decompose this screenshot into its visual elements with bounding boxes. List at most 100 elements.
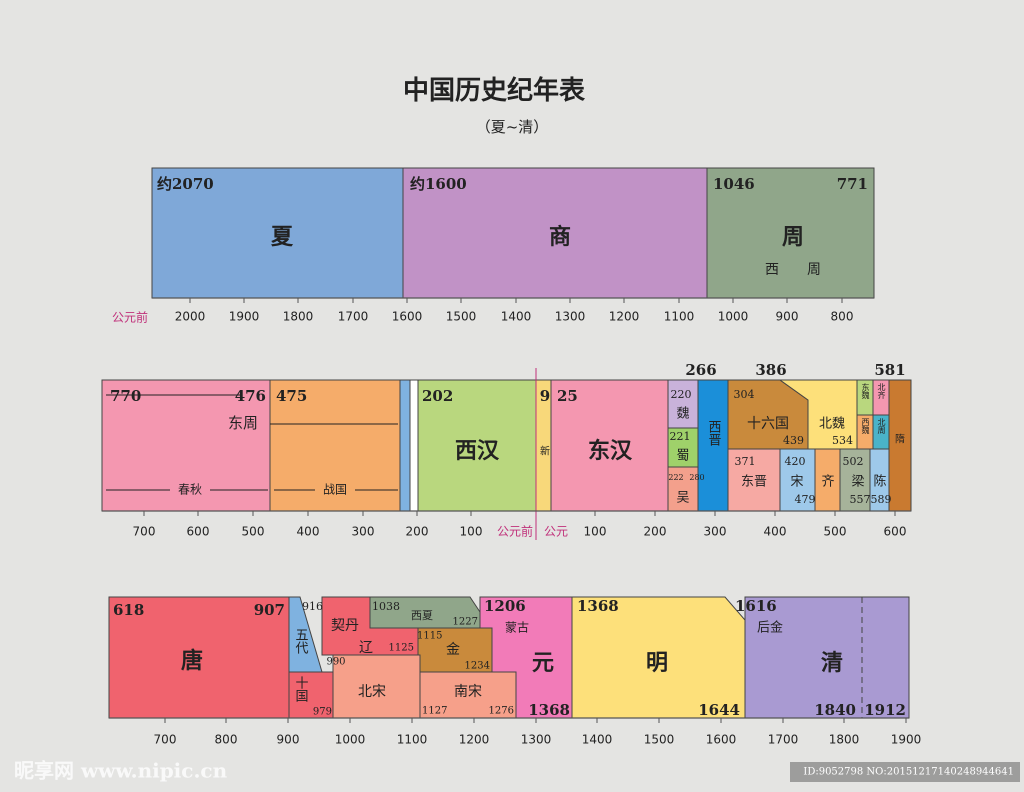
label: 771	[837, 175, 868, 193]
tick-label: 公元前	[497, 524, 533, 539]
tick-label: 700	[133, 525, 156, 539]
label: 辽	[359, 640, 373, 656]
block	[839, 448, 871, 512]
label: 386	[755, 361, 786, 379]
tick-label: 800	[215, 733, 238, 747]
label: 1368	[577, 597, 619, 615]
label: 1046	[713, 175, 755, 193]
tick-label: 500	[242, 525, 265, 539]
tick-label: 1700	[768, 733, 799, 747]
label: 581	[874, 361, 905, 379]
label: 1127	[422, 706, 447, 717]
label: 唐	[181, 648, 203, 674]
label: 后金	[757, 620, 783, 636]
label: 266	[685, 361, 716, 379]
block	[409, 379, 419, 512]
label: 清	[821, 650, 843, 676]
tick-label: 700	[154, 733, 177, 747]
label: 479	[795, 493, 816, 506]
label: 979	[313, 707, 332, 718]
label: 蒙古	[505, 620, 529, 635]
block	[727, 448, 781, 512]
label: 202	[422, 387, 453, 405]
title: 中国历史纪年表	[403, 75, 586, 106]
label: 475	[276, 387, 307, 405]
label: 北周	[877, 418, 886, 435]
tick-label: 1300	[555, 310, 586, 324]
tick-label: 600	[187, 525, 210, 539]
label: 476	[235, 387, 266, 405]
label: 十六国	[747, 416, 789, 432]
tick-label: 1500	[644, 733, 675, 747]
block	[402, 167, 708, 299]
tick-label: 2000	[175, 310, 206, 324]
label: 东魏	[861, 382, 870, 400]
label: 西汉	[455, 438, 500, 464]
label: 吴	[676, 491, 689, 506]
id-bg	[790, 762, 1020, 782]
label: 北齐	[877, 383, 886, 400]
label: 280	[689, 473, 704, 482]
label: 1125	[389, 643, 414, 654]
label: 西魏	[861, 418, 870, 435]
tick-label: 1800	[829, 733, 860, 747]
label: 9	[540, 387, 550, 405]
label: 陈	[873, 474, 886, 490]
block	[744, 596, 910, 719]
label: 502	[843, 455, 864, 468]
tick-label: 1800	[283, 310, 314, 324]
tick-label: 600	[884, 525, 907, 539]
label: 东晋	[741, 475, 767, 490]
label: 明	[646, 650, 668, 676]
tick-label: 900	[277, 733, 300, 747]
tick-label: 1200	[609, 310, 640, 324]
label: 990	[326, 657, 345, 668]
tick-label: 300	[352, 525, 375, 539]
block	[288, 671, 334, 719]
tick-label: 1600	[392, 310, 423, 324]
label: 元	[532, 650, 554, 676]
label: 1840	[814, 701, 856, 719]
block	[399, 379, 411, 512]
label: 371	[735, 455, 756, 468]
tick-label: 1300	[521, 733, 552, 747]
label: 222	[668, 473, 683, 482]
label: 221	[670, 430, 691, 443]
label: 西夏	[411, 609, 433, 622]
tick-label: 1400	[501, 310, 532, 324]
tick-label: 100	[460, 525, 483, 539]
tick-label: 1100	[397, 733, 428, 747]
label: 十国	[293, 676, 309, 702]
label: 1038	[372, 600, 400, 613]
blocks	[101, 167, 912, 723]
tick-label: 400	[297, 525, 320, 539]
label: 1227	[453, 617, 478, 628]
block	[667, 379, 699, 429]
block	[419, 671, 517, 719]
tick-label: 300	[704, 525, 727, 539]
label: 蜀	[676, 449, 689, 464]
id-text: ID:9052798 NO:20151217140248944641	[803, 767, 1014, 778]
label: 25	[557, 387, 578, 405]
label: 1912	[864, 701, 906, 719]
label: 439	[783, 434, 804, 447]
label: 1276	[489, 706, 514, 717]
block	[101, 379, 271, 512]
label: 618	[113, 601, 144, 619]
label: 五代	[293, 628, 309, 655]
label: 东汉	[588, 438, 633, 464]
label: 北宋	[358, 684, 386, 700]
tick-label: 100	[584, 525, 607, 539]
tick-label: 1600	[706, 733, 737, 747]
label: 东周	[228, 414, 258, 432]
label: 220	[671, 388, 692, 401]
block	[151, 167, 404, 299]
tick-label: 200	[406, 525, 429, 539]
label: 589	[871, 493, 892, 506]
label: 宋	[790, 475, 803, 490]
label: 战国	[323, 483, 347, 497]
label: 1368	[528, 701, 570, 719]
label: 534	[832, 434, 853, 447]
label: 1234	[465, 661, 490, 672]
label: 1115	[417, 631, 442, 642]
